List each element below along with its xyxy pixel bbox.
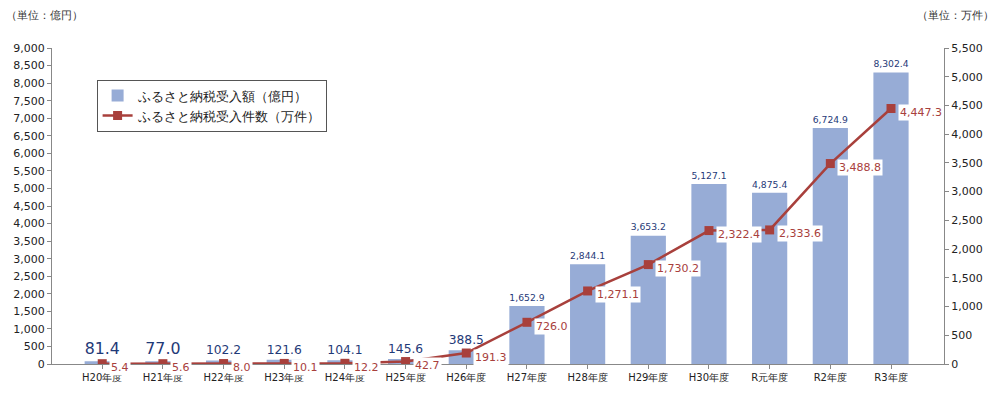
svg-text:2,500: 2,500: [13, 270, 45, 283]
svg-text:42.7: 42.7: [415, 359, 440, 372]
svg-text:500: 500: [24, 340, 45, 353]
svg-text:388.5: 388.5: [449, 333, 484, 347]
svg-text:8,302.4: 8,302.4: [873, 58, 908, 69]
svg-text:2,000: 2,000: [13, 288, 45, 301]
svg-text:H22年度: H22年度: [203, 372, 243, 383]
svg-text:8,000: 8,000: [13, 77, 45, 90]
svg-text:121.6: 121.6: [267, 343, 302, 357]
svg-text:1,271.1: 1,271.1: [597, 288, 639, 301]
svg-text:4,875.4: 4,875.4: [752, 179, 787, 190]
svg-text:6,000: 6,000: [13, 147, 45, 160]
svg-text:2,322.4: 2,322.4: [718, 228, 760, 241]
svg-text:7,000: 7,000: [13, 112, 45, 125]
svg-text:（単位：万件）: （単位：万件）: [917, 9, 994, 22]
svg-text:6,500: 6,500: [13, 130, 45, 143]
svg-text:5,127.1: 5,127.1: [691, 170, 726, 181]
svg-text:2,844.1: 2,844.1: [570, 250, 605, 261]
svg-text:3,500: 3,500: [13, 235, 45, 248]
svg-text:1,730.2: 1,730.2: [657, 262, 699, 275]
svg-text:ふるさと納税受入件数（万件）: ふるさと納税受入件数（万件）: [137, 109, 320, 124]
svg-text:2,000: 2,000: [951, 243, 983, 256]
svg-text:1,000: 1,000: [951, 300, 983, 313]
svg-text:12.2: 12.2: [354, 361, 379, 374]
svg-text:（単位：億円）: （単位：億円）: [6, 9, 83, 22]
svg-text:191.3: 191.3: [475, 351, 507, 364]
svg-text:H30年度: H30年度: [689, 372, 729, 383]
svg-text:R元年度: R元年度: [751, 372, 788, 383]
svg-text:1,000: 1,000: [13, 323, 45, 336]
svg-text:4,500: 4,500: [13, 200, 45, 213]
svg-text:3,500: 3,500: [951, 157, 983, 170]
svg-text:3,653.2: 3,653.2: [631, 221, 666, 232]
svg-text:1,652.9: 1,652.9: [509, 292, 544, 303]
svg-text:102.2: 102.2: [206, 343, 241, 357]
svg-text:0: 0: [38, 358, 45, 371]
svg-text:500: 500: [951, 329, 972, 342]
svg-text:H27年度: H27年度: [507, 372, 547, 383]
svg-text:5,500: 5,500: [13, 165, 45, 178]
svg-text:H25年度: H25年度: [385, 372, 425, 383]
svg-text:H20年度: H20年度: [82, 372, 122, 383]
svg-text:3,000: 3,000: [951, 185, 983, 198]
svg-text:3,488.8: 3,488.8: [839, 161, 881, 174]
svg-text:7,500: 7,500: [13, 95, 45, 108]
svg-text:145.6: 145.6: [388, 342, 423, 356]
svg-text:726.0: 726.0: [536, 320, 568, 333]
svg-text:R3年度: R3年度: [874, 372, 907, 383]
svg-text:ふるさと納税受入額（億円）: ふるさと納税受入額（億円）: [137, 89, 307, 104]
svg-text:5.6: 5.6: [172, 361, 190, 374]
svg-text:4,000: 4,000: [951, 128, 983, 141]
svg-text:6,724.9: 6,724.9: [813, 114, 848, 125]
svg-text:1,500: 1,500: [13, 305, 45, 318]
svg-text:9,000: 9,000: [13, 42, 45, 55]
svg-text:H24年度: H24年度: [325, 372, 365, 383]
svg-text:8.0: 8.0: [233, 361, 251, 374]
svg-text:81.4: 81.4: [85, 339, 120, 358]
svg-text:3,000: 3,000: [13, 253, 45, 266]
svg-text:2,500: 2,500: [951, 214, 983, 227]
svg-text:8,500: 8,500: [13, 59, 45, 72]
svg-text:4,000: 4,000: [13, 217, 45, 230]
svg-text:1,500: 1,500: [951, 272, 983, 285]
svg-text:H28年度: H28年度: [568, 372, 608, 383]
svg-text:10.1: 10.1: [293, 361, 318, 374]
svg-text:5,500: 5,500: [951, 42, 983, 55]
svg-text:0: 0: [951, 358, 958, 371]
svg-text:5,000: 5,000: [13, 182, 45, 195]
svg-text:R2年度: R2年度: [814, 372, 847, 383]
svg-text:104.1: 104.1: [327, 343, 362, 357]
svg-text:H23年度: H23年度: [264, 372, 304, 383]
svg-text:4,447.3: 4,447.3: [900, 106, 942, 119]
svg-text:H26年度: H26年度: [446, 372, 486, 383]
svg-text:5,000: 5,000: [951, 71, 983, 84]
svg-text:2,333.6: 2,333.6: [779, 227, 821, 240]
svg-text:4,500: 4,500: [951, 99, 983, 112]
svg-text:H29年度: H29年度: [628, 372, 668, 383]
svg-text:77.0: 77.0: [145, 339, 180, 358]
svg-text:5.4: 5.4: [111, 361, 129, 374]
svg-text:H21年度: H21年度: [143, 372, 183, 383]
